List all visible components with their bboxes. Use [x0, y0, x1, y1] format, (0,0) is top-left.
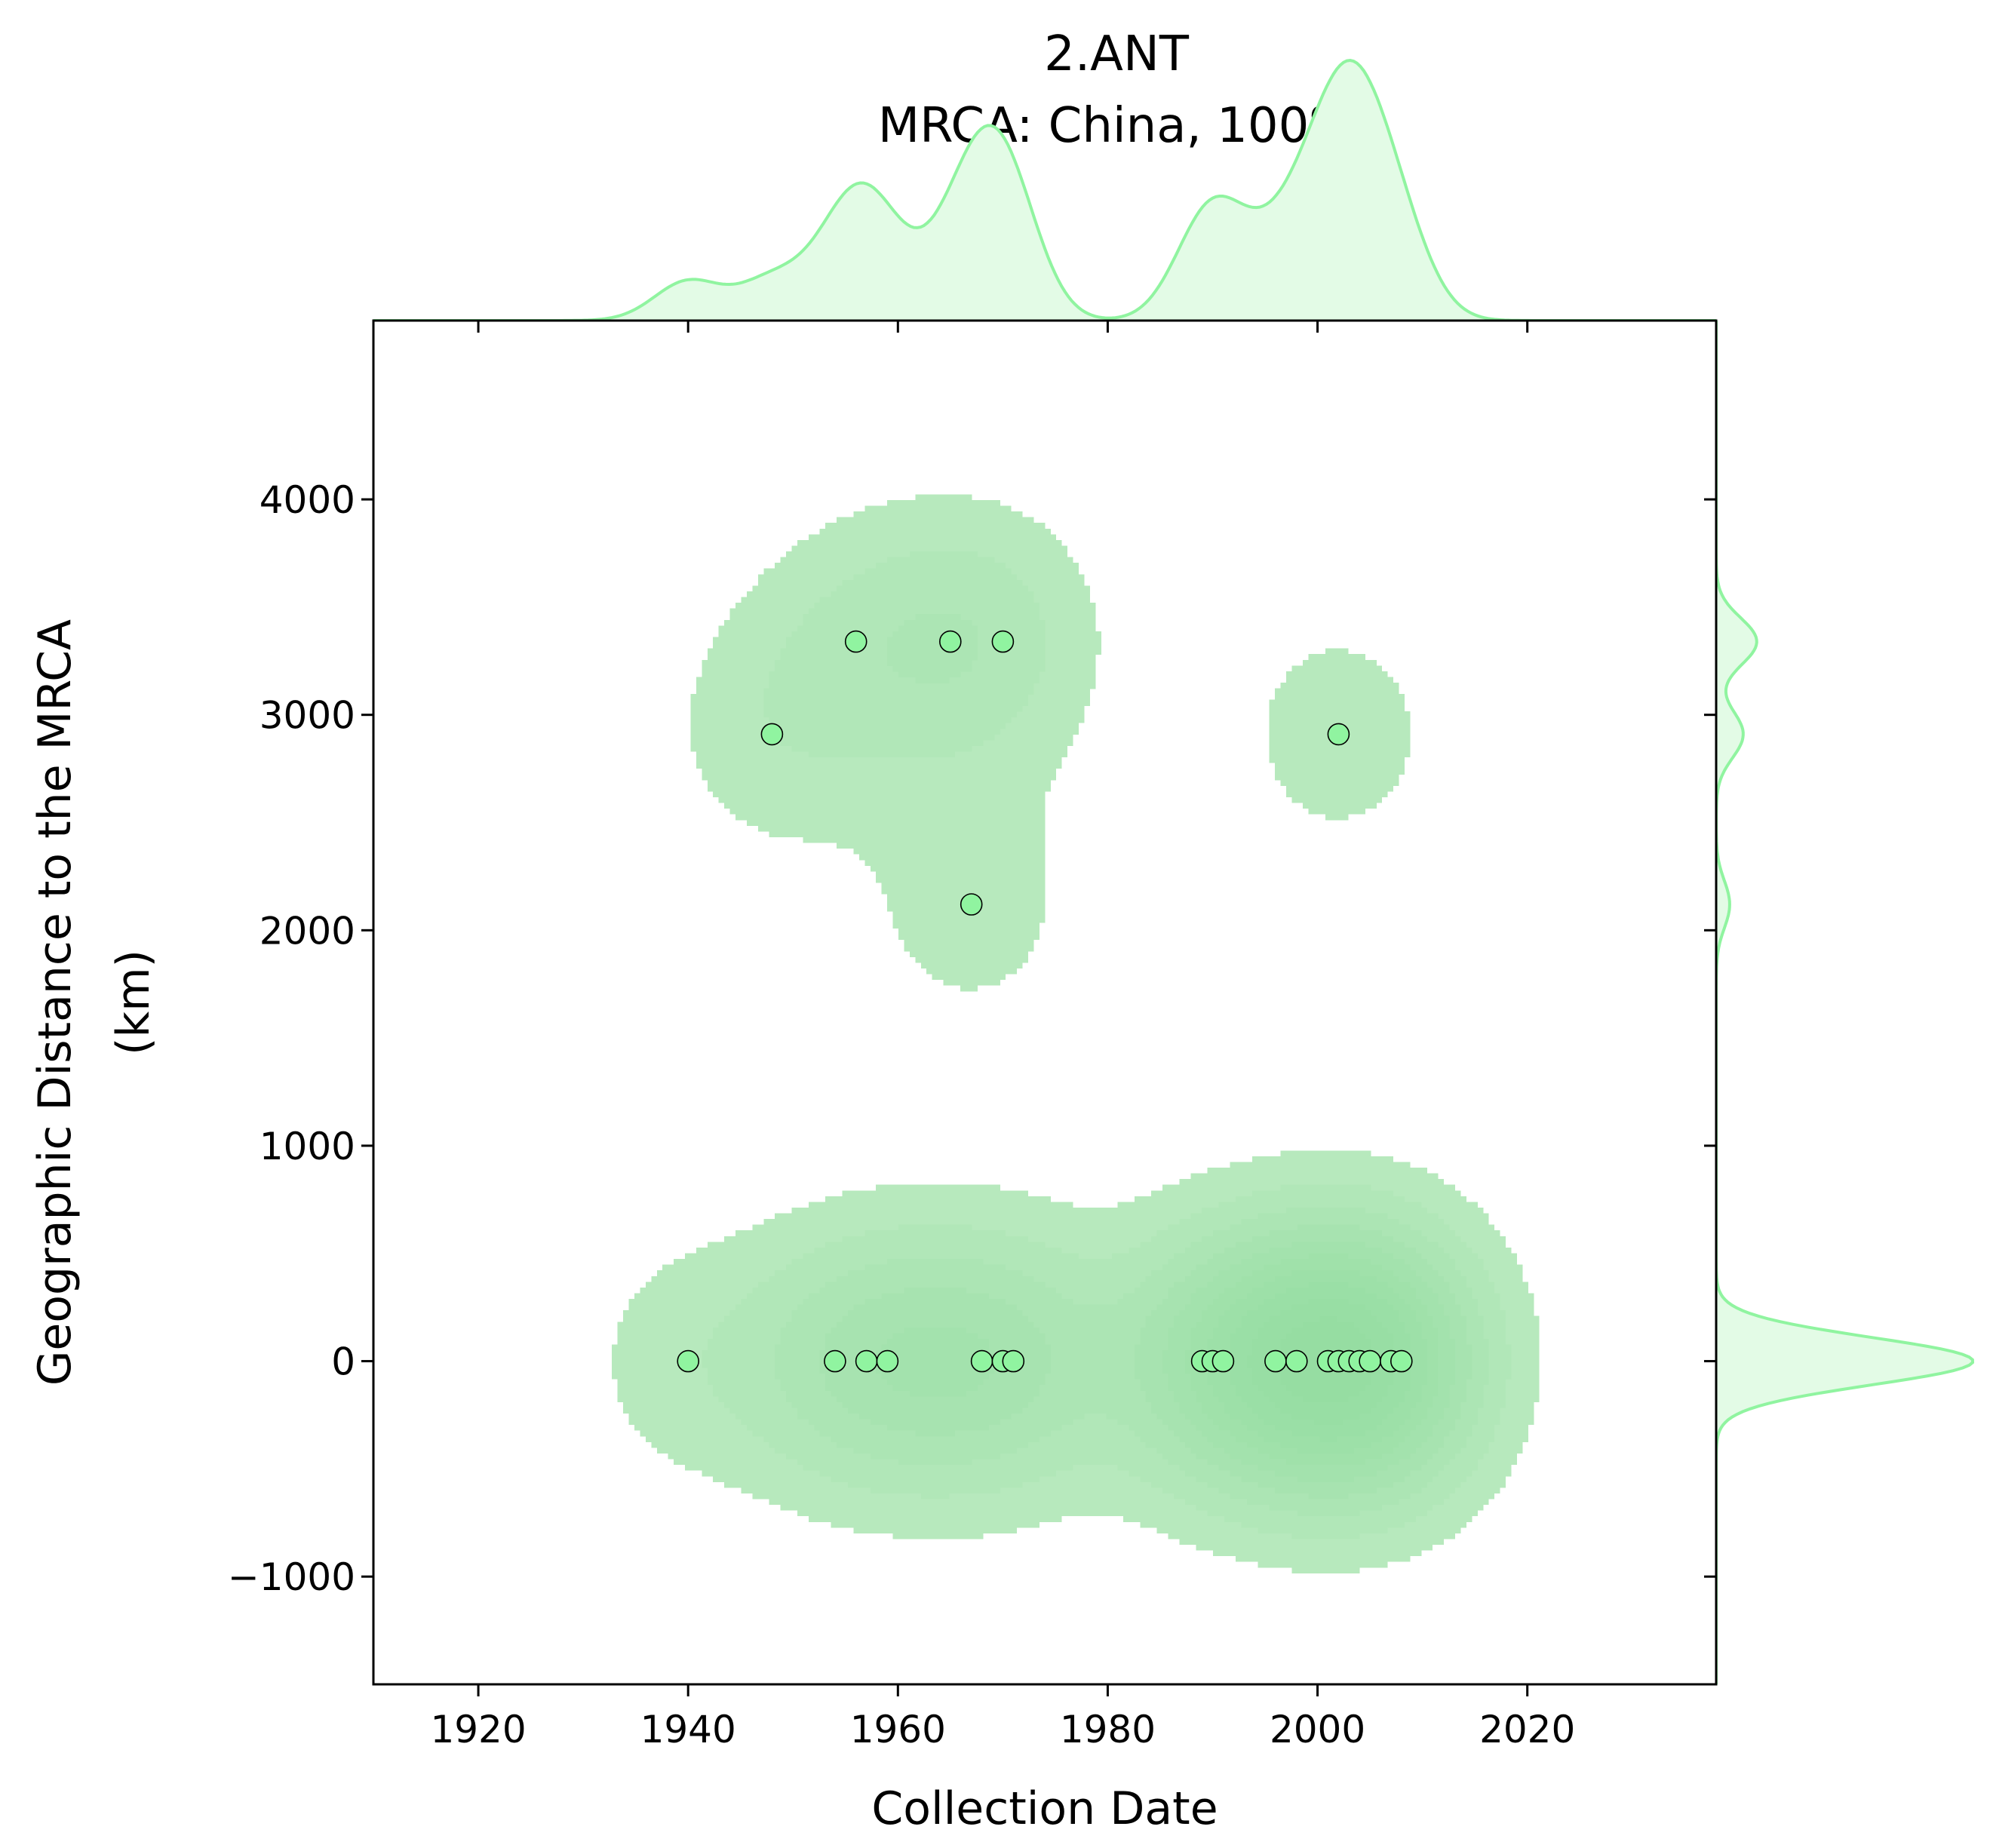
scatter-point — [1327, 723, 1350, 746]
right-marginal-curve — [1716, 321, 1975, 1684]
scatter-point — [1002, 1349, 1025, 1373]
scatter-point — [1211, 1349, 1235, 1373]
chart-subtitle: MRCA: China, 100% — [878, 98, 1355, 154]
x-tick-label: 1940 — [640, 1708, 736, 1751]
scatter-point — [855, 1349, 878, 1373]
y-tick-label: 4000 — [259, 478, 355, 522]
kde-density-contours — [612, 494, 1540, 1573]
x-axis-title: Collection Date — [871, 1782, 1218, 1835]
x-tick-label: 1920 — [430, 1708, 526, 1751]
right-marginal-fill — [1716, 321, 1973, 1684]
scatter-point — [1390, 1349, 1413, 1373]
kde-contour-region — [876, 1242, 1455, 1482]
scatter-point — [1264, 1349, 1287, 1373]
plot-frame — [372, 319, 1718, 1686]
scatter-point — [991, 630, 1015, 653]
x-tick-label: 1980 — [1060, 1708, 1156, 1751]
scatter-point — [970, 1349, 993, 1373]
kde-contour-region — [612, 494, 1540, 1573]
y-tick-label: 2000 — [259, 909, 355, 953]
scatter-point — [1359, 1349, 1381, 1373]
y-tick-label: 1000 — [259, 1125, 355, 1168]
y-tick-label: 3000 — [259, 694, 355, 738]
scatter-point — [876, 1349, 899, 1373]
scatter-point — [760, 723, 784, 746]
right-marginal-kde — [1716, 321, 1975, 1684]
kde-contour-level — [819, 1224, 1472, 1500]
chart-title: 2.ANT — [1044, 26, 1190, 82]
x-tick-label: 1960 — [850, 1708, 946, 1751]
kde-contour-region — [702, 551, 1512, 1539]
x-axis-ticks: 1920 1940 1960 1980 2000 2020 — [430, 321, 1575, 1751]
scatter-point — [844, 630, 868, 653]
y-axis-title-line2: (km) — [107, 950, 160, 1055]
kde-contour-region — [1184, 1253, 1439, 1466]
kde-contour-region — [775, 614, 1489, 1517]
scatter-point — [1285, 1349, 1308, 1373]
kde-contour-level — [775, 614, 1489, 1517]
kde-contour-region — [819, 1224, 1472, 1500]
x-tick-label: 2000 — [1270, 1708, 1365, 1751]
scatter-points — [677, 630, 1413, 1373]
scatter-point — [824, 1349, 846, 1373]
y-axis-ticks: −1000 0 1000 2000 3000 4000 — [228, 478, 1716, 1599]
y-tick-label: 0 — [331, 1340, 355, 1384]
kde-contour-level — [1184, 1253, 1439, 1466]
scatter-point — [939, 630, 962, 653]
kde-contour-level — [876, 1242, 1455, 1482]
y-axis-title-line1: Geographic Distance to the MRCA — [29, 619, 81, 1386]
scatter-point — [677, 1349, 700, 1373]
kde-contour-level — [612, 494, 1540, 1573]
scatter-point — [960, 893, 983, 916]
y-tick-label: −1000 — [228, 1555, 355, 1599]
x-tick-label: 2020 — [1479, 1708, 1575, 1751]
kde-contour-level — [702, 551, 1512, 1539]
top-marginal-fill — [373, 60, 1716, 321]
